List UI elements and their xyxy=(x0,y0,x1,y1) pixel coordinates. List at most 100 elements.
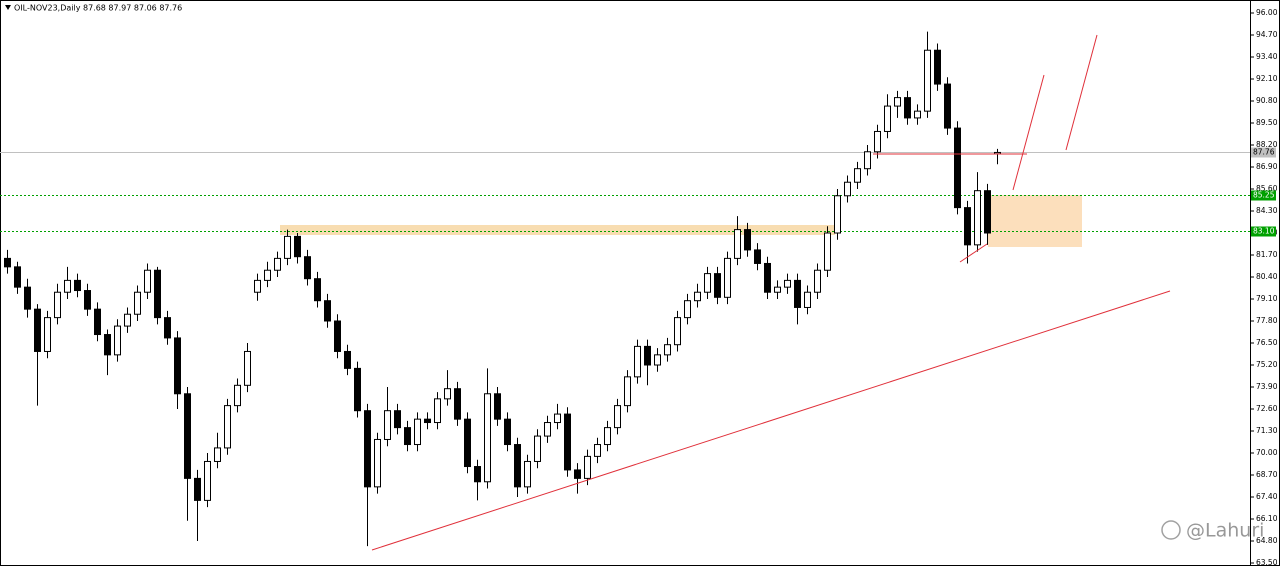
candle-body xyxy=(604,427,611,446)
candle-body xyxy=(344,350,351,369)
candle-body xyxy=(174,337,181,395)
candle-body xyxy=(744,229,751,251)
candle-body xyxy=(104,334,111,356)
candle-body xyxy=(164,317,171,339)
y-tick-label: 66.10 xyxy=(1256,514,1278,523)
candle-body xyxy=(764,262,771,293)
candle-body xyxy=(284,235,291,259)
chart-title: OIL-NOV23,Daily 87.68 87.97 87.06 87.76 xyxy=(14,4,182,13)
y-tick-label: 71.30 xyxy=(1256,426,1278,435)
candle-body xyxy=(724,257,731,298)
candle-body xyxy=(494,393,501,420)
candle-body xyxy=(214,447,221,462)
candle-body xyxy=(254,279,261,293)
candle-body xyxy=(924,49,931,112)
candle-body xyxy=(524,460,531,488)
candle-body xyxy=(504,418,511,446)
zone xyxy=(988,195,1082,247)
y-tick-label: 64.80 xyxy=(1256,536,1278,545)
candle-body xyxy=(484,393,491,483)
levels xyxy=(0,152,1250,232)
candle-body xyxy=(544,422,551,437)
candle-body xyxy=(864,151,871,170)
candle-body xyxy=(624,376,631,407)
drawings-back xyxy=(280,195,1082,247)
level-label: 87.76 xyxy=(1253,148,1275,157)
y-tick-label: 88.20 xyxy=(1256,140,1278,149)
candle-body xyxy=(554,413,561,424)
y-tick-label: 77.80 xyxy=(1256,316,1278,325)
candle-body xyxy=(904,97,911,119)
watermark: @Lahuri xyxy=(1186,520,1264,542)
y-tick-label: 85.60 xyxy=(1256,184,1278,193)
y-tick-label: 68.70 xyxy=(1256,470,1278,479)
candle-body xyxy=(614,405,621,429)
candle-body xyxy=(244,350,251,386)
y-tick-label: 76.50 xyxy=(1256,338,1278,347)
candle-body xyxy=(294,235,301,258)
y-tick-label: 93.40 xyxy=(1256,52,1278,61)
level-label: 85.25 xyxy=(1253,191,1275,200)
candle-body xyxy=(304,256,311,280)
candle-body xyxy=(464,418,471,468)
candle-body xyxy=(654,354,661,366)
candle-body xyxy=(964,207,971,246)
candle-body xyxy=(664,344,671,356)
y-tick-label: 72.60 xyxy=(1256,404,1278,413)
candle-body xyxy=(944,83,951,129)
candle-body xyxy=(384,410,391,440)
candle-body xyxy=(124,313,131,327)
y-tick-label: 75.20 xyxy=(1256,360,1278,369)
candle-body xyxy=(94,308,101,336)
y-tick-label: 81.70 xyxy=(1256,250,1278,259)
trend-line xyxy=(371,290,1171,551)
candle-body xyxy=(454,388,461,420)
trend-line xyxy=(1012,74,1045,191)
candle-body xyxy=(24,286,31,310)
candle-body xyxy=(224,405,231,449)
candle-body xyxy=(34,308,41,352)
candle-body xyxy=(274,257,281,271)
candle-body xyxy=(844,181,851,197)
candle-body xyxy=(154,269,161,319)
level-label: 83.10 xyxy=(1253,227,1275,236)
candles xyxy=(4,31,1001,547)
candle-body xyxy=(584,455,591,479)
candle-body xyxy=(564,413,571,471)
trend-line xyxy=(1065,34,1098,151)
candle-body xyxy=(534,435,541,462)
candle-body xyxy=(774,286,781,293)
candle-body xyxy=(424,418,431,424)
y-tick-label: 84.30 xyxy=(1256,206,1278,215)
candle-body xyxy=(84,290,91,310)
y-tick-label: 90.80 xyxy=(1256,96,1278,105)
candle-body xyxy=(814,269,821,293)
candle-body xyxy=(324,300,331,322)
candle-body xyxy=(934,49,941,85)
candle-body xyxy=(314,278,321,302)
candle-body xyxy=(574,469,581,479)
candle-body xyxy=(374,438,381,488)
candle-body xyxy=(984,190,991,234)
candle-body xyxy=(854,168,861,183)
y-tick-label: 80.40 xyxy=(1256,272,1278,281)
candle-body xyxy=(644,345,651,366)
candle-body xyxy=(394,410,401,429)
candle-body xyxy=(894,97,901,107)
candle-body xyxy=(14,266,21,288)
level-label-bg xyxy=(1251,226,1276,237)
candle-body xyxy=(634,345,641,378)
candle-body xyxy=(194,477,201,501)
trend-line xyxy=(959,243,988,263)
candle-body xyxy=(44,317,51,352)
candle-body xyxy=(4,257,11,268)
candle-body xyxy=(684,300,691,319)
y-tick-label: 96.00 xyxy=(1256,8,1278,17)
candle-body xyxy=(514,444,521,488)
y-tick-label: 63.50 xyxy=(1256,558,1278,566)
watermark-group: @Lahuri xyxy=(1161,520,1264,542)
y-tick-label: 79.10 xyxy=(1256,294,1278,303)
candle-body xyxy=(954,127,961,209)
candle-body xyxy=(134,291,141,315)
